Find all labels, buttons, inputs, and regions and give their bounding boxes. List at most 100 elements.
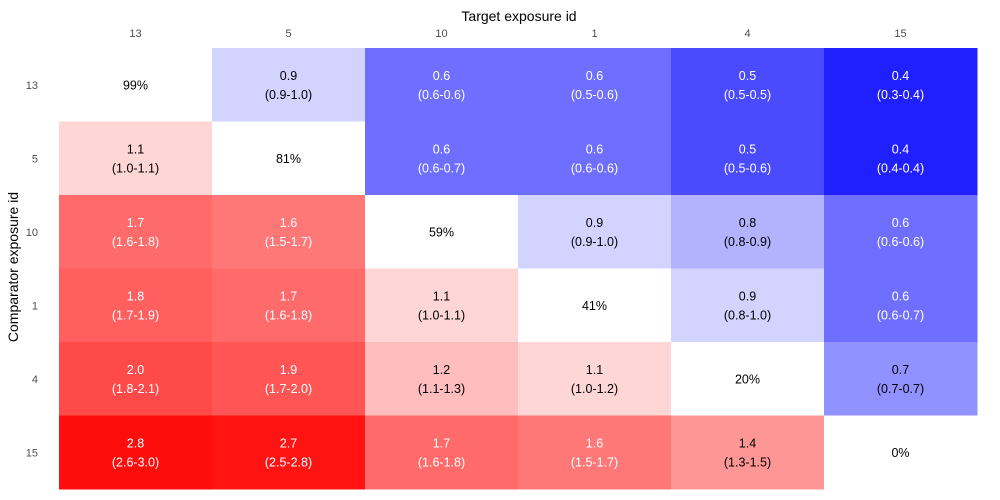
cell-value-label: 2.8	[127, 436, 144, 450]
heatmap-cell	[671, 121, 825, 196]
heatmap-cell-diagonal	[824, 415, 978, 490]
cell-ci-label: (0.3-0.4)	[877, 88, 924, 102]
heatmap-cell	[824, 121, 978, 196]
cell-ci-label: (1.3-1.5)	[724, 455, 771, 469]
heatmap-cell	[59, 121, 213, 196]
heatmap-cell	[365, 121, 519, 196]
y-tick-label: 13	[26, 80, 38, 92]
cell-diagonal-label: 99%	[123, 78, 148, 92]
cell-value-label: 1.8	[127, 289, 144, 303]
heatmap-cell	[365, 342, 519, 416]
heatmap-cell-diagonal	[365, 195, 519, 269]
cell-value-label: 0.5	[739, 69, 756, 83]
y-tick-label: 10	[26, 227, 38, 239]
cell-ci-label: (0.4-0.4)	[877, 161, 924, 175]
cell-value-label: 1.2	[433, 363, 450, 377]
heatmap-cell	[824, 268, 978, 343]
cell-diagonal-label: 20%	[735, 372, 760, 386]
cell-value-label: 1.1	[433, 289, 450, 303]
cell-ci-label: (1.5-1.7)	[265, 235, 312, 249]
cell-ci-label: (1.8-2.1)	[112, 382, 159, 396]
cell-ci-label: (0.8-1.0)	[724, 308, 771, 322]
heatmap-cell	[671, 48, 825, 122]
heatmap-cells: 99% 0.9 (0.9-1.0) 0.6 (0.6-0.6) 0.6 (0.5-0.6) 0…	[59, 48, 978, 490]
cell-ci-label: (1.6-1.8)	[112, 235, 159, 249]
cell-value-label: 0.4	[892, 69, 909, 83]
cell-ci-label: (0.6-0.6)	[571, 161, 618, 175]
heatmap-cell	[212, 268, 366, 343]
cell-ci-label: (0.5-0.6)	[724, 161, 771, 175]
cell-ci-label: (2.5-2.8)	[265, 455, 312, 469]
cell-value-label: 1.7	[127, 216, 144, 230]
heatmap-cell	[212, 415, 366, 490]
heatmap-cell	[518, 195, 672, 269]
cell-value-label: 0.8	[739, 216, 756, 230]
x-axis-ticks: 13 5 10 1 4 15	[129, 28, 906, 40]
x-tick-label: 15	[894, 28, 906, 40]
x-tick-label: 13	[129, 28, 141, 40]
cell-ci-label: (0.6-0.7)	[418, 161, 465, 175]
cell-ci-label: (1.6-1.8)	[418, 455, 465, 469]
y-tick-label: 1	[32, 300, 38, 312]
cell-value-label: 1.9	[280, 363, 297, 377]
heatmap-cell	[365, 268, 519, 343]
cell-ci-label: (1.0-1.1)	[418, 308, 465, 322]
cell-value-label: 0.6	[433, 69, 450, 83]
cell-value-label: 1.6	[280, 216, 297, 230]
heatmap-cell	[824, 48, 978, 122]
heatmap-cell	[518, 342, 672, 416]
cell-value-label: 2.7	[280, 436, 297, 450]
cell-ci-label: (1.5-1.7)	[571, 455, 618, 469]
cell-value-label: 1.7	[280, 289, 297, 303]
x-axis-title: Target exposure id	[461, 8, 576, 24]
cell-diagonal-label: 0%	[891, 446, 909, 460]
cell-ci-label: (0.9-1.0)	[265, 88, 312, 102]
x-tick-label: 1	[591, 28, 597, 40]
cell-ci-label: (0.7-0.7)	[877, 382, 924, 396]
cell-value-label: 1.7	[433, 436, 450, 450]
x-tick-label: 10	[435, 28, 447, 40]
cell-ci-label: (0.8-0.9)	[724, 235, 771, 249]
cell-diagonal-label: 41%	[582, 299, 607, 313]
y-tick-label: 4	[32, 374, 38, 386]
cell-value-label: 0.9	[280, 69, 297, 83]
heatmap-cell	[365, 48, 519, 122]
cell-value-label: 0.9	[586, 216, 603, 230]
cell-value-label: 0.4	[892, 142, 909, 156]
cell-ci-label: (0.5-0.6)	[571, 88, 618, 102]
heatmap-cell	[365, 415, 519, 490]
heatmap-cell	[671, 268, 825, 343]
cell-value-label: 0.6	[892, 289, 909, 303]
heatmap-cell	[671, 195, 825, 269]
cell-value-label: 0.6	[586, 142, 603, 156]
cell-value-label: 1.6	[586, 436, 603, 450]
heatmap-cell	[59, 268, 213, 343]
heatmap-cell	[59, 342, 213, 416]
cell-value-label: 0.9	[739, 289, 756, 303]
heatmap-cell	[824, 342, 978, 416]
x-tick-label: 5	[285, 28, 291, 40]
cell-ci-label: (1.0-1.1)	[112, 161, 159, 175]
heatmap-cell	[59, 415, 213, 490]
cell-value-label: 1.1	[586, 363, 603, 377]
heatmap-cell-diagonal	[59, 48, 213, 122]
cell-value-label: 2.0	[127, 363, 144, 377]
cell-value-label: 0.6	[892, 216, 909, 230]
cell-ci-label: (0.6-0.7)	[877, 308, 924, 322]
cell-ci-label: (0.9-1.0)	[571, 235, 618, 249]
cell-ci-label: (0.6-0.6)	[418, 88, 465, 102]
cell-ci-label: (0.5-0.5)	[724, 88, 771, 102]
heatmap-cell	[59, 195, 213, 269]
cell-ci-label: (2.6-3.0)	[112, 455, 159, 469]
cell-ci-label: (1.0-1.2)	[571, 382, 618, 396]
cell-diagonal-label: 81%	[276, 152, 301, 166]
cell-value-label: 0.5	[739, 142, 756, 156]
heatmap-cell	[671, 415, 825, 490]
cell-ci-label: (1.7-1.9)	[112, 308, 159, 322]
heatmap-cell	[518, 121, 672, 196]
heatmap-cell	[824, 195, 978, 269]
y-tick-label: 15	[26, 447, 38, 459]
heatmap-cell	[212, 48, 366, 122]
heatmap-cell-diagonal	[671, 342, 825, 416]
